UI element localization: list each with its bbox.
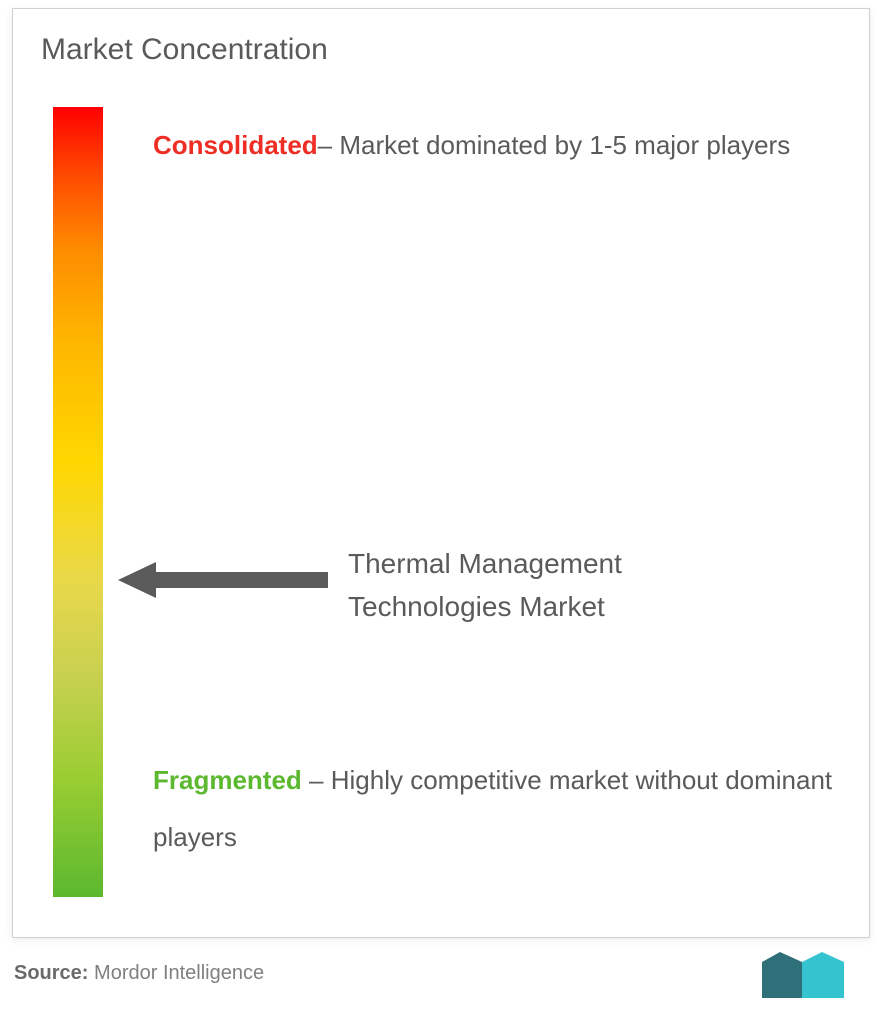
source-attribution: Source: Mordor Intelligence	[14, 962, 264, 985]
pointer-arrow-container	[118, 562, 328, 598]
mordor-logo-icon	[760, 948, 850, 998]
fragmented-label: Fragmented – Highly competitive market w…	[153, 752, 853, 866]
chart-title: Market Concentration	[13, 9, 869, 67]
fragmented-highlight: Fragmented	[153, 765, 302, 795]
consolidated-label: Consolidated– Market dominated by 1-5 ma…	[153, 117, 833, 174]
consolidated-highlight: Consolidated	[153, 130, 318, 160]
source-prefix: Source:	[14, 962, 94, 984]
market-pointer-label: Thermal Management Technologies Market	[348, 542, 768, 629]
footer: Source: Mordor Intelligence	[14, 948, 872, 998]
source-name: Mordor Intelligence	[94, 962, 264, 984]
arrow-left-icon	[118, 562, 328, 598]
consolidated-text: – Market dominated by 1-5 major players	[318, 130, 791, 160]
concentration-gradient-bar	[53, 107, 103, 897]
chart-content: Consolidated– Market dominated by 1-5 ma…	[13, 67, 869, 917]
infographic-card: Market Concentration Consolidated– Marke…	[12, 8, 870, 938]
